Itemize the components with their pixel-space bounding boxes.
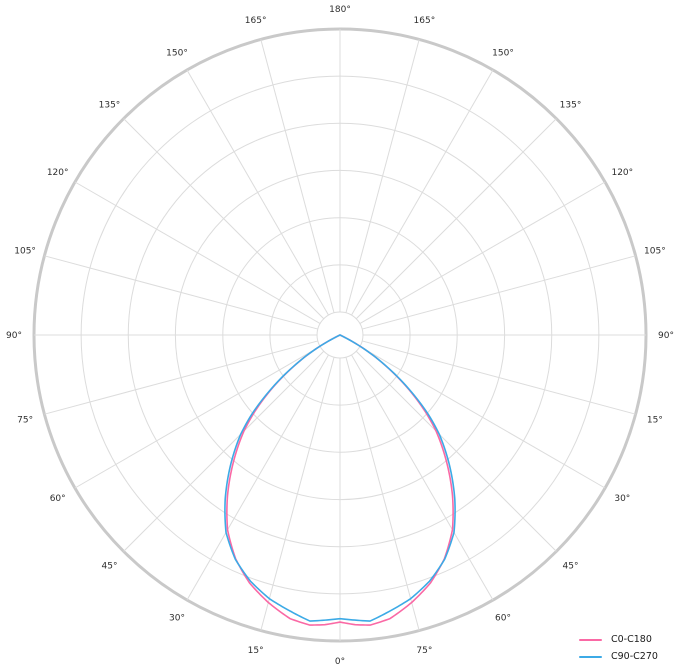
grid-spoke: [44, 255, 318, 330]
grid-spoke: [359, 346, 606, 489]
angle-tick-label: 45°: [563, 562, 579, 572]
angle-tick-label: 90°: [658, 331, 674, 341]
angle-tick-label: 180°: [329, 5, 351, 15]
legend-label-c0-c180: C0-C180: [611, 634, 652, 645]
angle-tick-label: 30°: [169, 613, 185, 623]
angle-tick-label: 105°: [644, 247, 666, 257]
grid-spoke: [351, 354, 494, 601]
grid-spoke: [186, 354, 329, 601]
grid-spoke: [123, 350, 325, 552]
angle-tick-label: 0°: [335, 657, 345, 667]
grid-spoke: [123, 118, 325, 320]
angle-tick-label: 165°: [414, 16, 436, 26]
angle-tick-label: 45°: [102, 562, 118, 572]
grid-spoke: [362, 340, 636, 415]
legend-item-c0-c180: C0-C180: [579, 633, 658, 646]
grid-spoke: [260, 39, 335, 313]
angle-tick-label: 60°: [50, 494, 66, 504]
angle-tick-label: 15°: [647, 415, 663, 425]
intensity-curves: [224, 334, 456, 626]
grid-spoke: [74, 346, 321, 489]
legend-swatch-c0-c180: [579, 638, 602, 641]
polar-grid-spokes: [34, 29, 646, 641]
curve-c90-c270: [224, 334, 456, 622]
polar-angle-labels: 180° 165° 150° 135° 120° 105° 90° 15° 30° 45° 60° 7…: [6, 5, 674, 667]
grid-spoke: [359, 181, 606, 324]
curve-c0-c180: [226, 334, 454, 626]
angle-tick-label: 30°: [614, 494, 630, 504]
legend-swatch-c90-c270: [579, 655, 602, 658]
angle-tick-label: 120°: [47, 168, 69, 178]
legend: C0-C180 C90-C270: [579, 633, 658, 663]
angle-tick-label: 165°: [245, 16, 267, 26]
legend-label-c90-c270: C90-C270: [611, 651, 658, 662]
angle-tick-label: 75°: [17, 415, 33, 425]
grid-spoke: [345, 357, 420, 631]
grid-spoke: [186, 69, 329, 316]
grid-spoke: [362, 255, 636, 330]
angle-tick-label: 15°: [248, 646, 264, 656]
angle-tick-label: 150°: [492, 49, 514, 59]
angle-tick-label: 135°: [560, 100, 582, 110]
angle-tick-label: 120°: [611, 168, 633, 178]
angle-tick-label: 75°: [416, 646, 432, 656]
grid-spoke: [74, 181, 321, 324]
angle-tick-label: 135°: [99, 100, 121, 110]
angle-tick-label: 90°: [6, 331, 22, 341]
angle-tick-label: 150°: [166, 49, 188, 59]
grid-spoke: [355, 118, 557, 320]
grid-spoke: [355, 350, 557, 552]
legend-item-c90-c270: C90-C270: [579, 650, 658, 663]
angle-tick-label: 60°: [495, 613, 511, 623]
grid-spoke: [345, 39, 420, 313]
grid-spoke: [260, 357, 335, 631]
angle-tick-label: 105°: [14, 247, 36, 257]
grid-spoke: [351, 69, 494, 316]
grid-spoke: [44, 340, 318, 415]
